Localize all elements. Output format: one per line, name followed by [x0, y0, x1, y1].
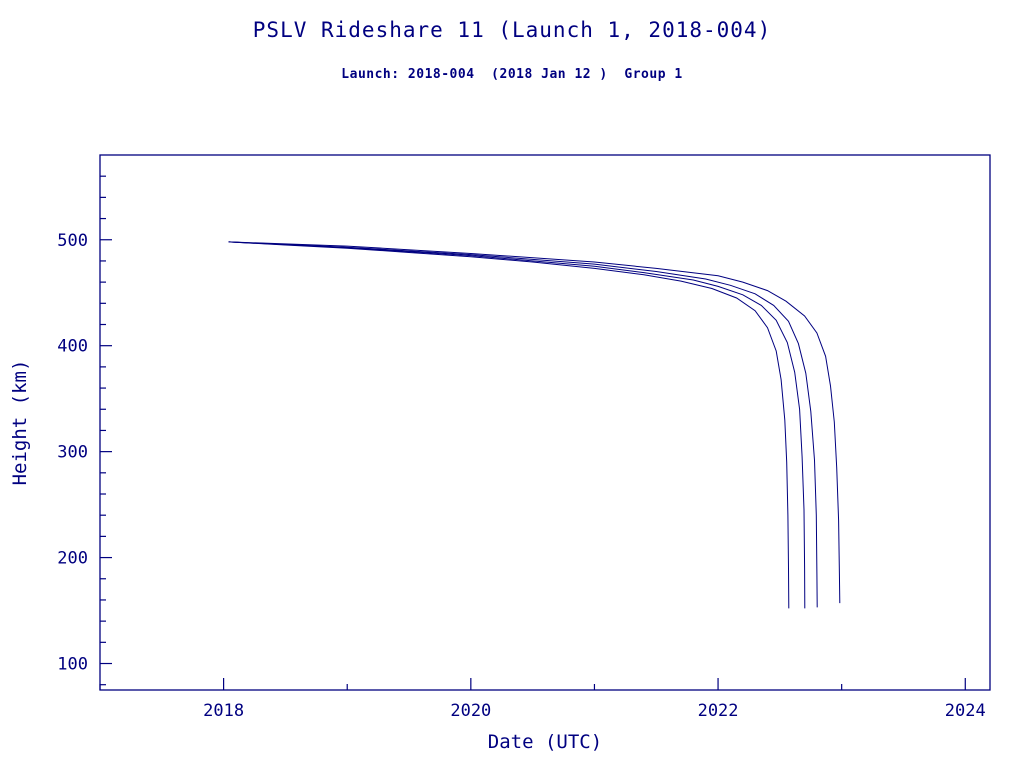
axis-ticks [99, 175, 966, 690]
y-tick-label: 200 [57, 549, 88, 569]
y-tick-label: 400 [57, 337, 88, 357]
y-tick-label: 500 [57, 231, 88, 251]
decay-curves [228, 241, 841, 609]
decay-curve-object-3 [228, 241, 818, 608]
decay-curve-object-2 [228, 241, 806, 609]
decay-curve-object-4 [228, 241, 841, 604]
x-tick-label: 2024 [945, 701, 986, 721]
x-axis-label: Date (UTC) [488, 731, 602, 753]
x-tick-labels: 2018 2020 2022 2024 [203, 701, 986, 721]
chart-title: PSLV Rideshare 11 (Launch 1, 2018-004) [252, 18, 772, 42]
x-tick-label: 2022 [698, 701, 739, 721]
plot-frame [99, 154, 991, 691]
x-tick-label: 2018 [203, 701, 244, 721]
chart-subtitle: Launch: 2018-004 (2018 Jan 12 ) Group 1 [341, 67, 683, 82]
y-tick-label: 100 [57, 655, 88, 675]
decay-curve-object-1 [228, 241, 790, 609]
y-tick-label: 300 [57, 443, 88, 463]
x-tick-label: 2020 [450, 701, 491, 721]
y-axis-label: Height (km) [9, 360, 31, 486]
y-tick-labels: 100 200 300 400 500 [57, 231, 88, 675]
